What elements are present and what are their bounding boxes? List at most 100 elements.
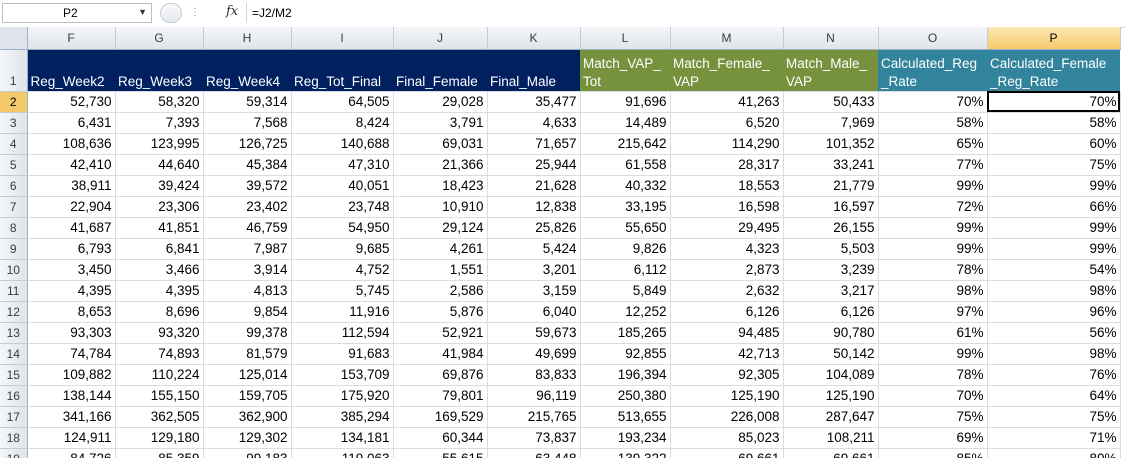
cell-m13[interactable]: 94,485 <box>670 322 784 344</box>
cell-o19[interactable]: 85% <box>878 448 988 458</box>
cell-g2[interactable]: 58,320 <box>115 91 204 113</box>
cell-h18[interactable]: 129,302 <box>203 427 292 449</box>
cell-k10[interactable]: 3,201 <box>487 259 581 281</box>
cell-p18[interactable]: 71% <box>987 427 1121 449</box>
cell-f16[interactable]: 138,144 <box>27 385 116 407</box>
cell-i17[interactable]: 385,294 <box>291 406 394 428</box>
header-cell-o[interactable]: Calculated_Reg _Rate <box>878 49 987 92</box>
header-cell-h[interactable]: Reg_Week4 <box>203 49 291 92</box>
cell-j9[interactable]: 4,261 <box>393 238 488 260</box>
cell-h11[interactable]: 4,813 <box>203 280 292 302</box>
cell-n5[interactable]: 33,241 <box>783 154 879 176</box>
column-header-j[interactable]: J <box>393 27 488 50</box>
cell-n19[interactable]: 69,661 <box>783 448 879 458</box>
cell-j10[interactable]: 1,551 <box>393 259 488 281</box>
cancel-entry-icon[interactable] <box>160 3 182 23</box>
cell-h12[interactable]: 9,854 <box>203 301 292 323</box>
cell-p4[interactable]: 60% <box>987 133 1121 155</box>
cell-o12[interactable]: 97% <box>878 301 988 323</box>
row-header-15[interactable]: 15 <box>0 364 28 386</box>
cell-o2[interactable]: 70% <box>878 91 988 113</box>
cell-n3[interactable]: 7,969 <box>783 112 879 134</box>
header-cell-m[interactable]: Match_Female_ VAP <box>670 49 783 92</box>
cell-h6[interactable]: 39,572 <box>203 175 292 197</box>
cell-o7[interactable]: 72% <box>878 196 988 218</box>
select-all-button[interactable] <box>0 27 28 50</box>
cell-n11[interactable]: 3,217 <box>783 280 879 302</box>
cell-p11[interactable]: 98% <box>987 280 1121 302</box>
cell-g10[interactable]: 3,466 <box>115 259 204 281</box>
cell-g14[interactable]: 74,893 <box>115 343 204 365</box>
cell-k2[interactable]: 35,477 <box>487 91 581 113</box>
row-header-4[interactable]: 4 <box>0 133 28 155</box>
cell-m9[interactable]: 4,323 <box>670 238 784 260</box>
cell-l9[interactable]: 9,826 <box>580 238 671 260</box>
cell-l12[interactable]: 12,252 <box>580 301 671 323</box>
row-header-16[interactable]: 16 <box>0 385 28 407</box>
cell-g17[interactable]: 362,505 <box>115 406 204 428</box>
row-header-6[interactable]: 6 <box>0 175 28 197</box>
row-header-2[interactable]: 2 <box>0 91 28 113</box>
header-cell-i[interactable]: Reg_Tot_Final <box>291 49 393 92</box>
cell-f9[interactable]: 6,793 <box>27 238 116 260</box>
cell-o8[interactable]: 99% <box>878 217 988 239</box>
cell-l2[interactable]: 91,696 <box>580 91 671 113</box>
formula-input[interactable]: =J2/M2 <box>252 6 292 20</box>
cell-o4[interactable]: 65% <box>878 133 988 155</box>
cell-g6[interactable]: 39,424 <box>115 175 204 197</box>
row-header-18[interactable]: 18 <box>0 427 28 449</box>
cell-n12[interactable]: 6,126 <box>783 301 879 323</box>
cell-h2[interactable]: 59,314 <box>203 91 292 113</box>
cell-m10[interactable]: 2,873 <box>670 259 784 281</box>
cell-m4[interactable]: 114,290 <box>670 133 784 155</box>
cell-k18[interactable]: 73,837 <box>487 427 581 449</box>
cell-h3[interactable]: 7,568 <box>203 112 292 134</box>
cell-p14[interactable]: 98% <box>987 343 1121 365</box>
cell-m18[interactable]: 85,023 <box>670 427 784 449</box>
cell-g9[interactable]: 6,841 <box>115 238 204 260</box>
cell-p13[interactable]: 56% <box>987 322 1121 344</box>
cell-n8[interactable]: 26,155 <box>783 217 879 239</box>
cell-l19[interactable]: 139,322 <box>580 448 671 458</box>
cell-o5[interactable]: 77% <box>878 154 988 176</box>
cell-f17[interactable]: 341,166 <box>27 406 116 428</box>
cell-o17[interactable]: 75% <box>878 406 988 428</box>
cell-h7[interactable]: 23,402 <box>203 196 292 218</box>
cell-f10[interactable]: 3,450 <box>27 259 116 281</box>
cell-m19[interactable]: 69,661 <box>670 448 784 458</box>
cell-n4[interactable]: 101,352 <box>783 133 879 155</box>
cell-g15[interactable]: 110,224 <box>115 364 204 386</box>
cell-n9[interactable]: 5,503 <box>783 238 879 260</box>
resize-handle-icon[interactable]: ⋮ <box>190 7 200 18</box>
cell-p9[interactable]: 99% <box>987 238 1121 260</box>
header-cell-j[interactable]: Final_Female <box>393 49 487 92</box>
cell-m3[interactable]: 6,520 <box>670 112 784 134</box>
cell-l18[interactable]: 193,234 <box>580 427 671 449</box>
cell-p5[interactable]: 75% <box>987 154 1121 176</box>
cell-o13[interactable]: 61% <box>878 322 988 344</box>
cell-i15[interactable]: 153,709 <box>291 364 394 386</box>
cell-k3[interactable]: 4,633 <box>487 112 581 134</box>
cell-p19[interactable]: 80% <box>987 448 1121 458</box>
cell-i2[interactable]: 64,505 <box>291 91 394 113</box>
cell-f6[interactable]: 38,911 <box>27 175 116 197</box>
cell-l4[interactable]: 215,642 <box>580 133 671 155</box>
cell-g11[interactable]: 4,395 <box>115 280 204 302</box>
cell-l11[interactable]: 5,849 <box>580 280 671 302</box>
cell-k11[interactable]: 3,159 <box>487 280 581 302</box>
cell-n6[interactable]: 21,779 <box>783 175 879 197</box>
header-cell-p[interactable]: Calculated_Female _Reg_Rate <box>987 49 1120 92</box>
name-box[interactable]: P2 ▼ <box>2 3 152 23</box>
cell-p15[interactable]: 76% <box>987 364 1121 386</box>
cell-o10[interactable]: 78% <box>878 259 988 281</box>
cell-n7[interactable]: 16,597 <box>783 196 879 218</box>
cell-g8[interactable]: 41,851 <box>115 217 204 239</box>
cell-g7[interactable]: 23,306 <box>115 196 204 218</box>
cell-i5[interactable]: 47,310 <box>291 154 394 176</box>
cell-m7[interactable]: 16,598 <box>670 196 784 218</box>
cell-h16[interactable]: 159,705 <box>203 385 292 407</box>
cell-o14[interactable]: 99% <box>878 343 988 365</box>
cell-o3[interactable]: 58% <box>878 112 988 134</box>
cell-f8[interactable]: 41,687 <box>27 217 116 239</box>
cell-g4[interactable]: 123,995 <box>115 133 204 155</box>
